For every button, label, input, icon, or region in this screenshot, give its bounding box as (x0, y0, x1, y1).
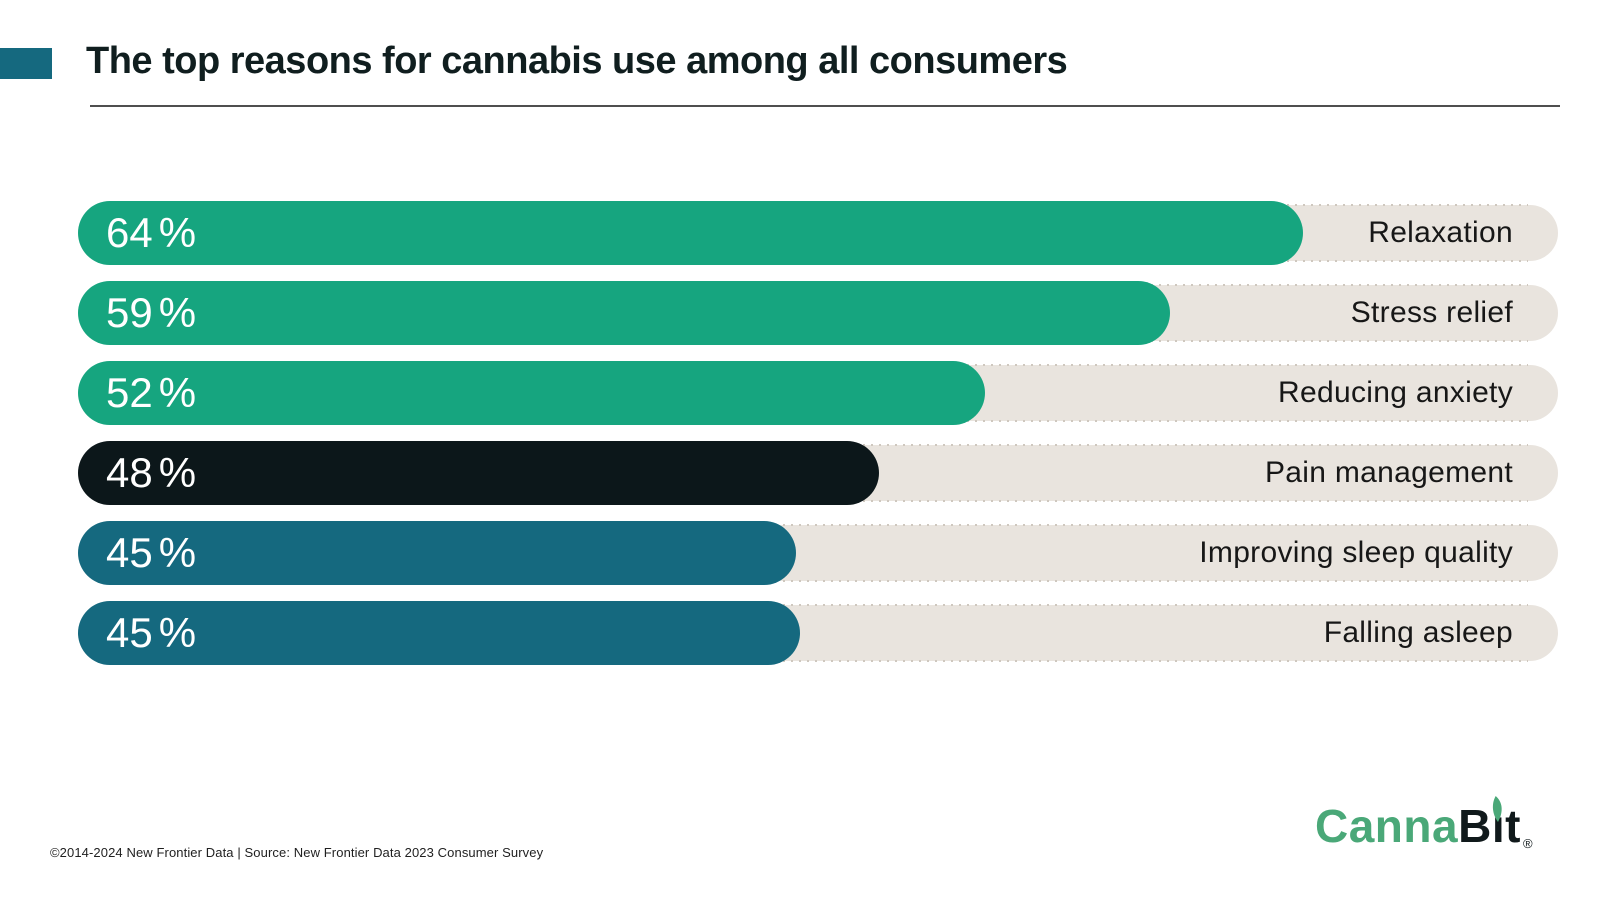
logo-letter-i: ı (1492, 796, 1505, 849)
category-label: Stress relief (1350, 296, 1513, 329)
value-unit: % (158, 369, 197, 416)
bar-row-reducing-anxiety: 52% Reducing anxiety (78, 361, 1558, 425)
value-label: 48 (106, 449, 153, 496)
value-label: 64 (106, 209, 153, 256)
bar-fill: 59% (78, 281, 1171, 345)
bar-row-stress-relief: 59% Stress relief (78, 281, 1558, 345)
logo-text-canna: Canna (1315, 800, 1459, 852)
cannabit-logo: CannaB ıt ® (1315, 796, 1533, 852)
value-unit: % (158, 449, 197, 496)
bar-fill: 64% (78, 201, 1304, 265)
value-unit: % (158, 609, 197, 656)
value-unit: % (158, 529, 197, 576)
title-accent-bar (0, 48, 52, 79)
category-label: Relaxation (1368, 216, 1513, 249)
bar-fill: 48% (78, 441, 879, 505)
bar-fill: 45% (78, 601, 801, 665)
value-unit: % (158, 289, 197, 336)
leaf-icon (1492, 796, 1502, 822)
bar-row-relaxation: 64% Relaxation (78, 201, 1558, 265)
bar-row-improving-sleep-quality: 45% Improving sleep quality (78, 521, 1558, 585)
logo-text-b: B (1458, 800, 1492, 852)
bar-row-falling-asleep: 45% Falling asleep (78, 601, 1558, 665)
category-label: Pain management (1265, 456, 1513, 489)
value-unit: % (158, 209, 197, 256)
logo-text-t: t (1505, 800, 1521, 852)
value-label: 59 (106, 289, 153, 336)
category-label: Reducing anxiety (1278, 376, 1513, 409)
value-label: 45 (106, 529, 153, 576)
page-title: The top reasons for cannabis use among a… (86, 40, 1068, 82)
copyright-source-text: ©2014-2024 New Frontier Data | Source: N… (50, 845, 544, 860)
bar-row-pain-management: 48% Pain management (78, 441, 1558, 505)
bar-chart: 64% Relaxation 59% Stress relief 52% Red… (78, 201, 1558, 681)
value-label: 45 (106, 609, 153, 656)
bar-fill: 45% (78, 521, 796, 585)
bar-fill: 52% (78, 361, 986, 425)
registered-mark: ® (1522, 836, 1533, 851)
category-label: Falling asleep (1323, 616, 1513, 649)
title-underline (90, 105, 1560, 107)
value-label: 52 (106, 369, 153, 416)
category-label: Improving sleep quality (1199, 536, 1513, 569)
